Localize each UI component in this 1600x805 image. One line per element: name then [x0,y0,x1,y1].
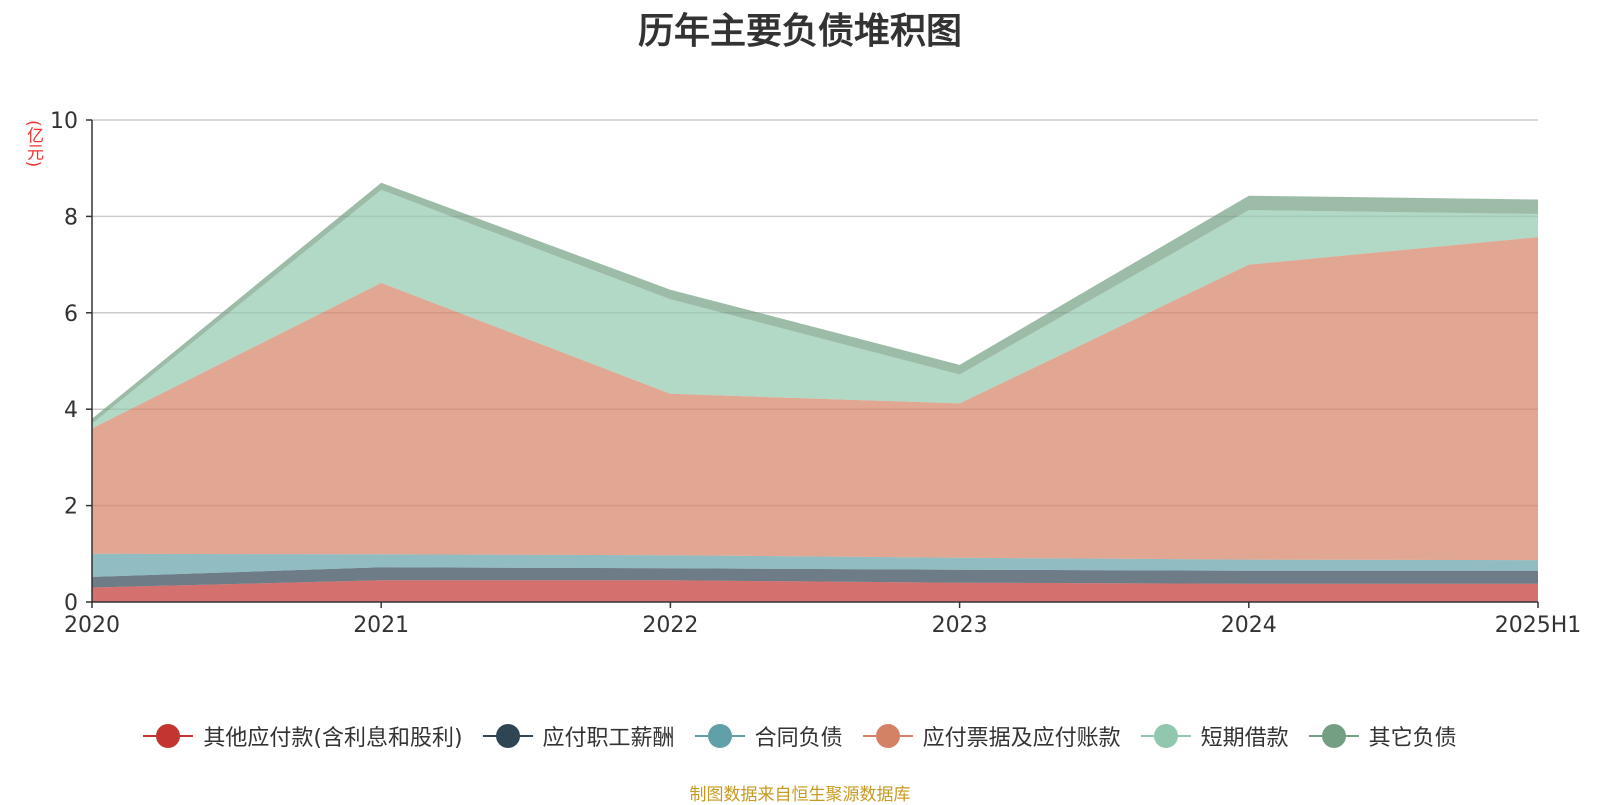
area-series-layer [92,182,1538,602]
legend-swatch-icon [694,721,745,751]
legend-item-3[interactable]: 合同负债 [694,720,843,752]
area-series-3 [92,553,1538,577]
chart-title: 历年主要负债堆积图 [637,11,962,52]
y-tick-label-4: 4 [64,398,78,423]
x-tick-label-2: 2022 [642,613,698,638]
legend-dot-icon [707,724,732,748]
legend-label: 应付职工薪酬 [542,726,675,751]
axes: 0 2 4 6 8 10 2020 2021 2022 2023 2024 2025H1 [50,109,1581,638]
legend-swatch-icon [862,721,913,751]
x-tick-label-1: 2021 [353,613,409,638]
area-series-2 [92,567,1538,588]
y-tick-label-6: 6 [64,302,78,327]
y-axis-unit-label: (亿元) [23,120,43,168]
legend-dot-icon [495,724,520,748]
y-tick-label-10: 10 [50,109,78,134]
x-tick-label-4: 2024 [1221,613,1277,638]
legend-swatch-icon [143,721,194,751]
area-series-1 [92,580,1538,602]
legend-item-6[interactable]: 其它负债 [1308,720,1457,752]
x-tick-label-5: 2025H1 [1495,613,1582,638]
legend-swatch-icon [1140,721,1191,751]
legend: 其他应付款(含利息和股利) 应付职工薪酬 合同负债 应付票据及应付账款 短期借款 其它负债 [0,718,1600,754]
x-tick-label-0: 2020 [64,613,120,638]
y-tick-label-8: 8 [64,205,78,230]
legend-dot-icon [875,724,900,748]
legend-swatch-icon [482,721,533,751]
legend-label: 其它负债 [1368,726,1457,751]
legend-label: 合同负债 [754,726,843,751]
legend-item-5[interactable]: 短期借款 [1140,720,1289,752]
legend-item-1[interactable]: 其他应付款(含利息和股利) [143,720,463,752]
area-series-5 [92,189,1538,429]
legend-label: 短期借款 [1200,726,1289,751]
legend-label: 应付票据及应付账款 [922,726,1121,751]
legend-dot-icon [156,724,181,748]
legend-item-2[interactable]: 应付职工薪酬 [482,720,675,752]
legend-dot-icon [1321,724,1346,748]
legend-dot-icon [1153,724,1178,748]
legend-item-4[interactable]: 应付票据及应付账款 [862,720,1121,752]
y-tick-label-2: 2 [64,495,78,520]
legend-label: 其他应付款(含利息和股利) [203,726,463,751]
area-series-6 [92,182,1538,424]
source-note: 制图数据来自恒生聚源数据库 [689,785,911,805]
area-series-4 [92,237,1538,561]
y-tick-label-0: 0 [64,591,78,616]
x-tick-label-3: 2023 [932,613,988,638]
legend-swatch-icon [1308,721,1359,751]
